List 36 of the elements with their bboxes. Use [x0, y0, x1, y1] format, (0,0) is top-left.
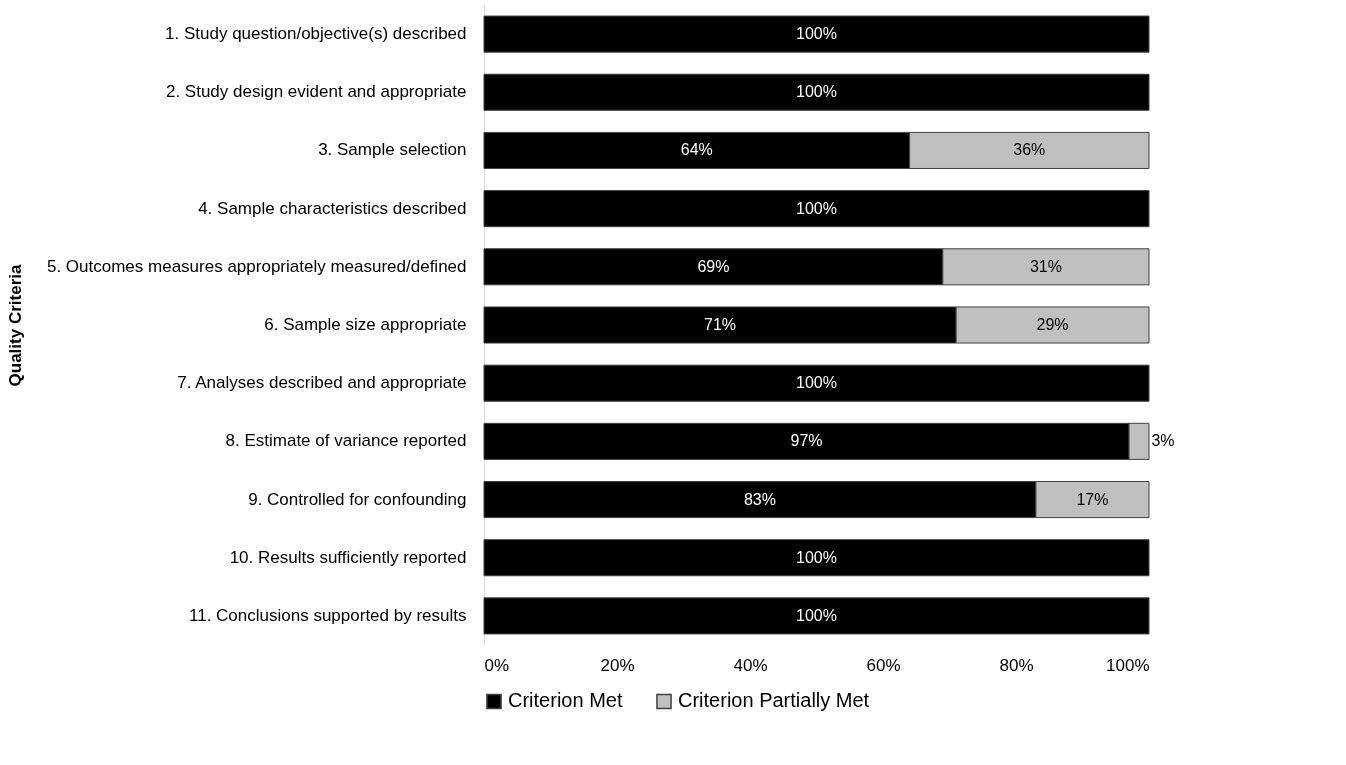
data-label: 71%: [704, 316, 737, 333]
y-tick-label: 3. Sample selection: [318, 140, 467, 160]
data-label: 100%: [796, 25, 837, 43]
y-tick-label: 8. Estimate of variance reported: [225, 431, 467, 451]
data-label: 64%: [680, 141, 713, 159]
y-tick-label: 2. Study design evident and appropriate: [165, 82, 467, 102]
x-tick-label: 60%: [866, 655, 901, 675]
y-tick-label: 1. Study question/objective(s) described: [165, 24, 467, 44]
data-label: 100%: [796, 83, 837, 101]
data-label: 17%: [1076, 490, 1109, 508]
data-label: 100%: [796, 606, 837, 624]
data-label: 83%: [743, 490, 776, 508]
data-label: 31%: [1029, 257, 1062, 275]
x-tick-label: 100%: [1106, 655, 1150, 675]
data-label: 36%: [1013, 141, 1046, 159]
x-tick-label: 0%: [484, 655, 510, 675]
y-tick-label: 9. Controlled for confounding: [248, 489, 467, 509]
data-label: 29%: [1036, 316, 1069, 333]
data-label: 100%: [796, 374, 837, 392]
x-tick-label: 40%: [733, 655, 768, 675]
legend-label: Criterion Partially Met: [678, 689, 870, 712]
y-tick-label: 4. Sample characteristics described: [198, 198, 467, 218]
data-label: 100%: [796, 548, 837, 566]
y-axis-title: Quality Criteria: [5, 264, 25, 387]
x-tick-label: 20%: [600, 655, 635, 675]
data-label: 3%: [1151, 432, 1175, 450]
data-label: 100%: [796, 199, 837, 217]
data-label: 97%: [790, 432, 823, 450]
y-tick-label: 7. Analyses described and appropriate: [177, 373, 467, 393]
y-tick-label: 5. Outcomes measures appropriately measured/defined: [46, 256, 467, 276]
y-tick-label: 10. Results sufficiently reported: [229, 547, 467, 567]
legend-label: Criterion Met: [508, 689, 623, 712]
data-label: 69%: [697, 257, 730, 275]
y-tick-label: 11. Conclusions supported by results: [188, 605, 467, 625]
y-tick-label: 6. Sample size appropriate: [264, 315, 467, 334]
x-tick-label: 80%: [999, 655, 1034, 675]
